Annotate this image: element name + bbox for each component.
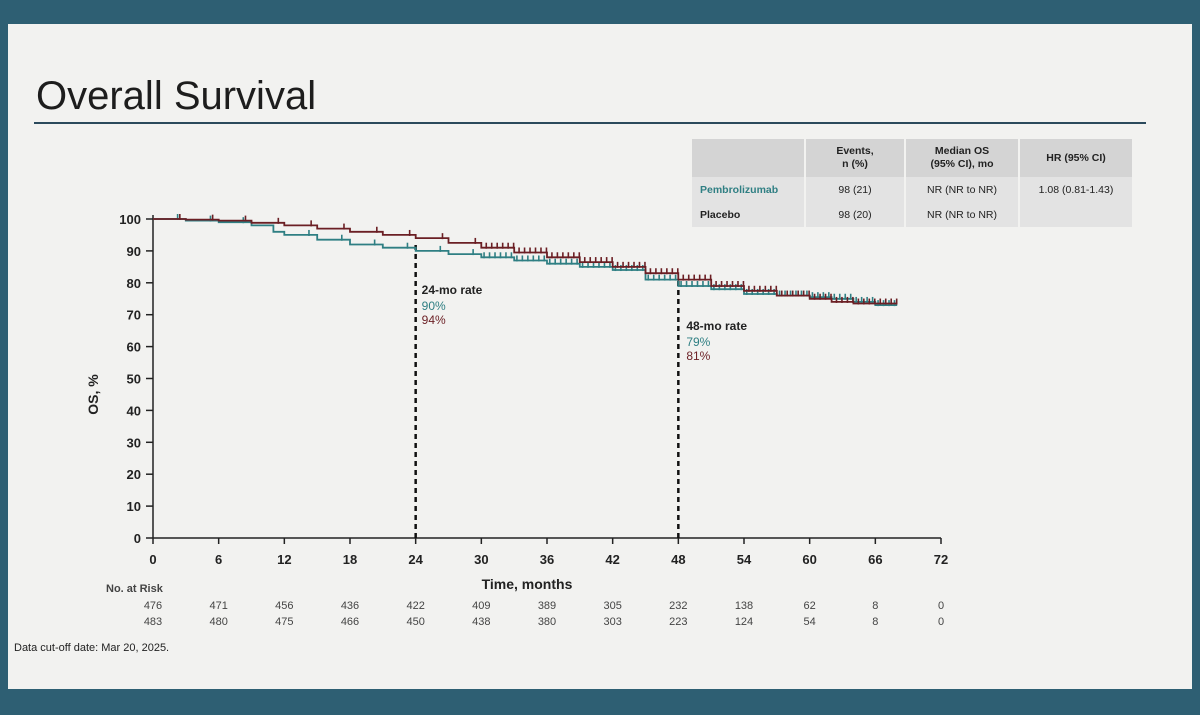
reference-value: 79%: [686, 335, 710, 349]
y-tick-label: 0: [134, 531, 141, 546]
header-median-line: Median OS: [934, 145, 990, 157]
reference-value: 94%: [422, 313, 446, 327]
risk-count: 466: [341, 616, 359, 628]
header-hr: HR (95% CI): [1020, 139, 1132, 177]
title-divider: [34, 122, 1146, 124]
y-tick-label: 30: [127, 435, 141, 450]
median-value: NR (NR to NR): [906, 202, 1018, 227]
x-tick-label: 66: [868, 552, 882, 567]
header-median: Median OS (95% CI), mo: [906, 139, 1018, 177]
slide: [8, 24, 1192, 689]
risk-count: 0: [938, 616, 944, 628]
slide-title: Overall Survival: [36, 74, 317, 118]
x-tick-label: 30: [474, 552, 488, 567]
summary-table-header: Events, n (%) Median OS (95% CI), mo HR (9…: [692, 139, 1132, 177]
header-events: Events, n (%): [806, 139, 904, 177]
risk-count: 305: [603, 600, 621, 612]
risk-count: 422: [406, 600, 424, 612]
header-events-line: n (%): [842, 158, 868, 170]
y-tick-label: 80: [127, 276, 141, 291]
x-tick-label: 36: [540, 552, 554, 567]
y-tick-label: 10: [127, 499, 141, 514]
hr-value: 1.08 (0.81-1.43): [1020, 177, 1132, 202]
risk-count: 232: [669, 600, 687, 612]
risk-count: 8: [872, 600, 878, 612]
y-axis-title: OS, %: [85, 374, 101, 415]
risk-count: 380: [538, 616, 556, 628]
reference-value: 81%: [686, 349, 710, 363]
x-tick-label: 6: [215, 552, 222, 567]
y-tick-label: 90: [127, 244, 141, 259]
risk-count: 480: [209, 616, 227, 628]
risk-count: 475: [275, 616, 293, 628]
table-row: Pembrolizumab 98 (21) NR (NR to NR) 1.08…: [692, 177, 1132, 202]
risk-count: 8: [872, 616, 878, 628]
header-median-line: (95% CI), mo: [930, 158, 994, 170]
risk-count: 0: [938, 600, 944, 612]
risk-count: 303: [603, 616, 621, 628]
risk-count: 54: [804, 616, 816, 628]
x-tick-label: 54: [737, 552, 752, 567]
y-tick-label: 50: [127, 372, 141, 387]
risk-count: 389: [538, 600, 556, 612]
y-tick-label: 70: [127, 308, 141, 323]
events-value: 98 (20): [806, 202, 904, 227]
risk-table-title: No. at Risk: [106, 583, 164, 595]
summary-table: Events, n (%) Median OS (95% CI), mo HR (9…: [690, 139, 1134, 227]
risk-count: 456: [275, 600, 293, 612]
arm-name: Placebo: [692, 202, 804, 227]
header-arm: [692, 139, 804, 177]
x-tick-label: 72: [934, 552, 948, 567]
risk-count: 476: [144, 600, 162, 612]
header-events-line: Events,: [836, 145, 874, 157]
risk-count: 62: [804, 600, 816, 612]
reference-label: 24-mo rate: [422, 283, 483, 297]
risk-count: 124: [735, 616, 753, 628]
y-tick-label: 20: [127, 467, 141, 482]
x-axis-title: Time, months: [482, 576, 573, 592]
x-tick-label: 48: [671, 552, 685, 567]
risk-count: 409: [472, 600, 490, 612]
hr-value: [1020, 202, 1132, 227]
risk-count: 438: [472, 616, 490, 628]
x-tick-label: 12: [277, 552, 291, 567]
risk-count: 138: [735, 600, 753, 612]
y-tick-label: 40: [127, 403, 141, 418]
x-tick-label: 42: [605, 552, 619, 567]
y-tick-label: 60: [127, 340, 141, 355]
x-tick-label: 0: [149, 552, 156, 567]
risk-count: 483: [144, 616, 162, 628]
reference-value: 90%: [422, 299, 446, 313]
risk-count: 223: [669, 616, 687, 628]
x-tick-label: 18: [343, 552, 357, 567]
table-row: Placebo 98 (20) NR (NR to NR): [692, 202, 1132, 227]
x-tick-label: 24: [408, 552, 423, 567]
risk-count: 436: [341, 600, 359, 612]
arm-name: Pembrolizumab: [692, 177, 804, 202]
x-tick-label: 60: [802, 552, 816, 567]
data-cutoff-footnote: Data cut-off date: Mar 20, 2025.: [14, 642, 170, 654]
risk-count: 471: [209, 600, 227, 612]
median-value: NR (NR to NR): [906, 177, 1018, 202]
y-tick-label: 100: [119, 212, 141, 227]
reference-label: 48-mo rate: [686, 319, 747, 333]
risk-count: 450: [406, 616, 424, 628]
events-value: 98 (21): [806, 177, 904, 202]
